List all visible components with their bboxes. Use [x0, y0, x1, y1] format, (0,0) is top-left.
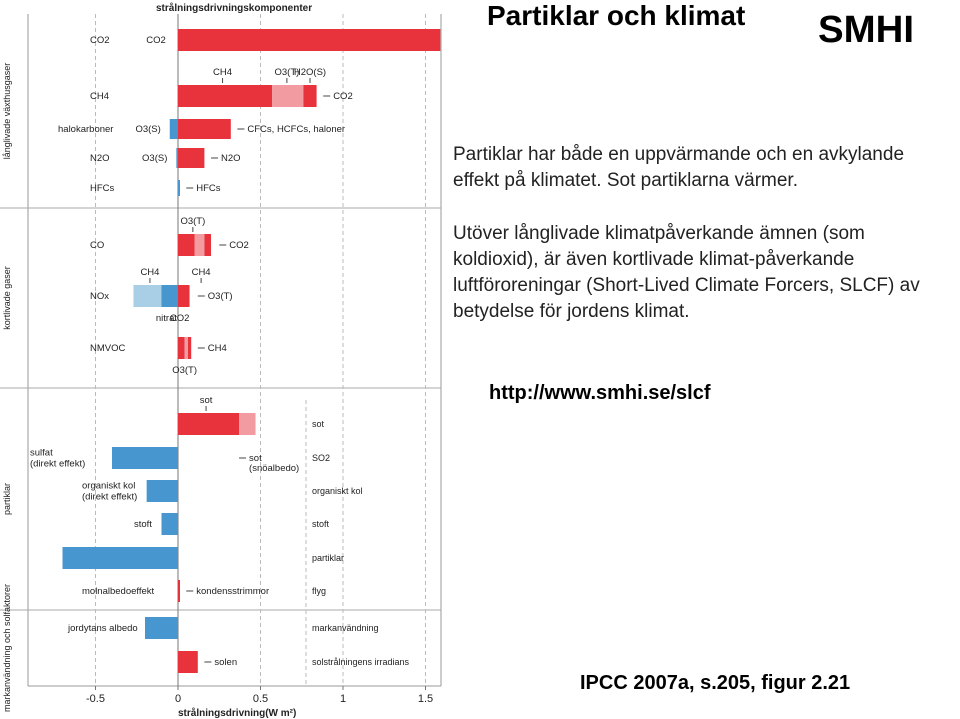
bar-annotation: CO2 — [146, 35, 166, 46]
row-label: CO2 — [90, 35, 110, 46]
bar-annotation: CH4 — [208, 343, 227, 354]
bar-annotation: CO2 — [170, 313, 190, 324]
row-label: halokarboner — [58, 124, 113, 135]
bar-annotation: CH4 — [213, 67, 232, 78]
chart-title: strålningsdrivningskomponenter — [156, 2, 312, 14]
row-label: stoft — [134, 519, 152, 530]
bar-segment — [178, 180, 180, 196]
row-label: sulfat — [30, 448, 53, 459]
bar-segment — [178, 285, 190, 307]
bar-annotation: N2O — [221, 153, 241, 164]
slide-title: Partiklar och klimat — [487, 0, 746, 31]
x-tick-label: -0.5 — [86, 693, 105, 705]
logo-text: SMHI — [818, 9, 914, 48]
group-label: kortlivade gaser — [2, 266, 12, 330]
bar-segment — [178, 85, 273, 107]
row-label: molnalbedoeffekt — [82, 586, 155, 597]
bar-segment — [194, 234, 205, 256]
row-label: (direkt effekt) — [82, 492, 137, 503]
row-right-label: sot — [312, 419, 325, 429]
bar-segment — [178, 337, 185, 359]
bar-annotation: CH4 — [192, 267, 211, 278]
bar-segment — [178, 234, 195, 256]
row-label: NMVOC — [90, 343, 126, 354]
smhi-logo: SMHI — [816, 6, 916, 48]
row-right-label: organiskt kol — [312, 486, 363, 496]
bar-segment — [184, 337, 188, 359]
bar-segment — [178, 413, 240, 435]
group-label: långlivade växthusgaser — [2, 63, 12, 160]
row-right-label: flyg — [312, 586, 326, 596]
bar-annotation: O3(T) — [274, 67, 299, 78]
row-right-label: partiklar — [312, 553, 344, 563]
bar-segment — [187, 337, 192, 359]
bar-segment — [272, 85, 304, 107]
row-label: jordytans albedo — [67, 623, 138, 634]
smhi-link[interactable]: http://www.smhi.se/slcf — [489, 382, 711, 404]
row-label: (direkt effekt) — [30, 459, 85, 470]
bar-segment — [178, 148, 205, 168]
bar-annotation: O3(T) — [180, 216, 205, 227]
bar-annotation: nitrat — [156, 313, 177, 324]
bar-segment — [146, 480, 178, 502]
row-right-label: SO2 — [312, 453, 330, 463]
bar-segment — [178, 29, 441, 51]
x-tick-label: 1.5 — [418, 693, 433, 705]
row-label: HFCs — [90, 183, 115, 194]
bar-segment — [239, 413, 256, 435]
bar-segment — [161, 513, 178, 535]
bar-segment — [145, 617, 178, 639]
bar-annotation: (snöalbedo) — [249, 463, 299, 474]
bar-annotation: O3(S) — [142, 153, 167, 164]
bar-segment — [112, 447, 178, 469]
bar-annotation: H2O(S) — [294, 67, 326, 78]
x-tick-label: 0.5 — [253, 693, 268, 705]
bar-segment — [62, 547, 178, 569]
group-label: markanvändning och solfaktorer — [2, 584, 12, 712]
intro-paragraph: Partiklar har både en uppvärmande och en… — [453, 144, 905, 191]
row-right-label: markanvändning — [312, 623, 379, 633]
x-tick-label: 0 — [175, 693, 181, 705]
row-label: N2O — [90, 153, 110, 164]
radiative-forcing-chart: strålningsdrivningskomponenter långlivade… — [0, 2, 442, 719]
bar-annotation: CO2 — [333, 91, 353, 102]
bar-segment — [133, 285, 162, 307]
bar-annotation: CH4 — [140, 267, 159, 278]
bar-segment — [204, 234, 211, 256]
x-tick-label: 1 — [340, 693, 346, 705]
bar-annotation: O3(S) — [135, 124, 160, 135]
bar-annotation: solen — [214, 657, 237, 668]
row-label: organiskt kol — [82, 481, 135, 492]
slcf-paragraph: Utöver långlivade klimatpåverkande ämnen… — [453, 223, 920, 322]
row-label: NOx — [90, 291, 109, 302]
row-right-label: solstrålningens irradians — [312, 657, 410, 667]
bar-annotation: O3(T) — [172, 365, 197, 376]
bar-annotation: sot — [200, 395, 213, 406]
group-label: partiklar — [2, 483, 12, 515]
row-label: CH4 — [90, 91, 109, 102]
bar-segment — [178, 651, 198, 673]
bar-annotation: sot — [249, 453, 262, 464]
bar-segment — [303, 85, 317, 107]
bar-segment — [178, 580, 180, 602]
bar-annotation: CFCs, HCFCs, haloner — [247, 124, 345, 135]
bar-segment — [176, 148, 179, 168]
bar-segment — [161, 285, 178, 307]
x-axis-title: strålningsdrivning(W m²) — [178, 707, 296, 719]
row-right-label: stoft — [312, 519, 330, 529]
bar-annotation: HFCs — [196, 183, 221, 194]
bar-annotation: O3(T) — [208, 291, 233, 302]
bar-segment — [169, 119, 178, 139]
ipcc-reference: IPCC 2007a, s.205, figur 2.21 — [580, 672, 851, 694]
bar-segment — [178, 119, 231, 139]
bar-annotation: kondensstrimmor — [196, 586, 269, 597]
bar-annotation: CO2 — [229, 240, 249, 251]
row-label: CO — [90, 240, 104, 251]
